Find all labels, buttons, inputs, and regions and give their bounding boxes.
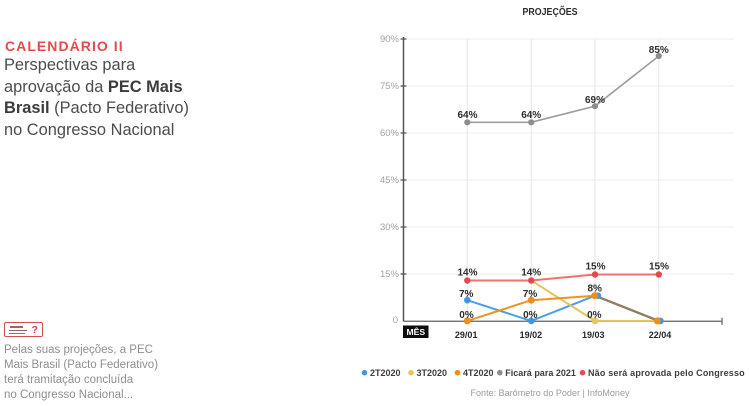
svg-text:Ficará para 2021: Ficará para 2021 <box>505 368 576 378</box>
svg-text:0%: 0% <box>523 310 538 321</box>
svg-text:0%: 0% <box>587 310 602 321</box>
svg-text:0%: 0% <box>459 310 474 321</box>
svg-text:4T2020: 4T2020 <box>463 368 494 378</box>
svg-text:19/02: 19/02 <box>520 330 543 340</box>
svg-text:69%: 69% <box>585 95 605 106</box>
svg-text:7%: 7% <box>459 289 474 300</box>
svg-text:60%: 60% <box>380 128 400 139</box>
svg-text:Fonte: Barômetro do Poder | In: Fonte: Barômetro do Poder | InfoMoney <box>471 388 630 399</box>
svg-text:22/04: 22/04 <box>649 330 672 340</box>
svg-text:7%: 7% <box>523 289 538 300</box>
svg-text:75%: 75% <box>380 81 400 92</box>
svg-text:3T2020: 3T2020 <box>417 368 448 378</box>
svg-text:64%: 64% <box>457 110 477 121</box>
svg-text:2T2020: 2T2020 <box>370 368 401 378</box>
svg-text:15%: 15% <box>649 261 669 272</box>
svg-text:Não será aprovada pelo Congres: Não será aprovada pelo Congresso <box>588 368 745 378</box>
svg-text:15%: 15% <box>380 269 400 280</box>
svg-text:15%: 15% <box>585 261 605 272</box>
svg-text:19/03: 19/03 <box>582 330 605 340</box>
svg-text:64%: 64% <box>521 110 541 121</box>
svg-text:14%: 14% <box>521 268 541 279</box>
svg-text:30%: 30% <box>380 222 400 233</box>
svg-text:90%: 90% <box>380 34 400 45</box>
svg-text:85%: 85% <box>649 45 669 56</box>
svg-text:0: 0 <box>393 315 398 326</box>
svg-text:PROJEÇÕES: PROJEÇÕES <box>523 5 578 18</box>
svg-text:14%: 14% <box>457 268 477 279</box>
svg-text:45%: 45% <box>380 175 400 186</box>
svg-text:29/01: 29/01 <box>455 330 478 340</box>
svg-text:MÊS: MÊS <box>406 326 425 337</box>
svg-text:8%: 8% <box>587 283 602 294</box>
